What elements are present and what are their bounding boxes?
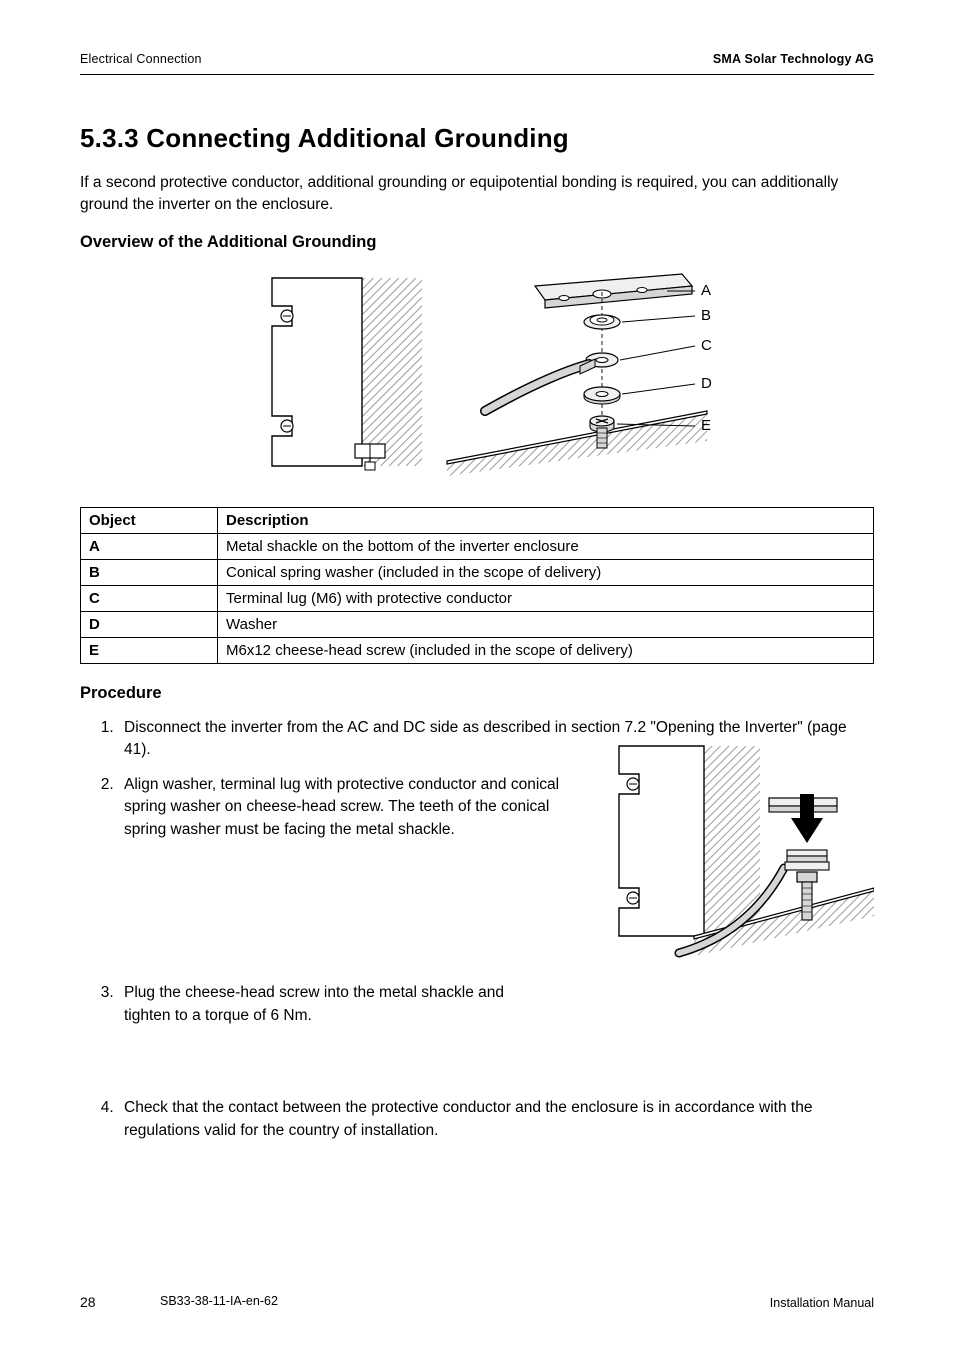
- header-rule: [80, 74, 874, 75]
- table-row: B Conical spring washer (included in the…: [81, 559, 874, 585]
- table-row: D Washer: [81, 611, 874, 637]
- figure-label-d: D: [701, 375, 712, 392]
- table-cell-desc: Terminal lug (M6) with protective conduc…: [218, 585, 874, 611]
- overview-heading: Overview of the Additional Grounding: [80, 233, 874, 252]
- running-header: Electrical Connection SMA Solar Technolo…: [80, 52, 874, 66]
- table-cell-desc: Washer: [218, 611, 874, 637]
- footer-doc-id: SB33-38-11-IA-en-62: [160, 1294, 278, 1308]
- table-cell-key: E: [81, 637, 218, 663]
- table-cell-key: B: [81, 559, 218, 585]
- section-title: 5.3.3 Connecting Additional Grounding: [80, 123, 874, 154]
- table-row: C Terminal lug (M6) with protective cond…: [81, 585, 874, 611]
- procedure-step-3: Plug the cheese-head screw into the meta…: [118, 982, 544, 1027]
- table-header-object: Object: [81, 507, 218, 533]
- table-cell-key: A: [81, 533, 218, 559]
- table-cell-desc: Metal shackle on the bottom of the inver…: [218, 533, 874, 559]
- header-right: SMA Solar Technology AG: [713, 52, 874, 66]
- table-cell-desc: Conical spring washer (included in the s…: [218, 559, 874, 585]
- table-cell-desc: M6x12 cheese-head screw (included in the…: [218, 637, 874, 663]
- table-cell-key: C: [81, 585, 218, 611]
- overview-table: Object Description A Metal shackle on th…: [80, 507, 874, 664]
- procedure-figure-svg: [609, 738, 874, 963]
- table-header-row: Object Description: [81, 507, 874, 533]
- page-number: 28: [80, 1294, 96, 1310]
- running-footer: 28 SB33-38-11-IA-en-62 Installation Manu…: [80, 1294, 874, 1310]
- overview-diagram-svg: A B C D E: [232, 266, 722, 476]
- figure-label-e: E: [701, 417, 711, 434]
- procedure-step-figure: [609, 738, 874, 970]
- table-cell-key: D: [81, 611, 218, 637]
- footer-right: Installation Manual: [770, 1296, 874, 1310]
- page: Electrical Connection SMA Solar Technolo…: [0, 0, 954, 1352]
- section-heading: Connecting Additional Grounding: [146, 123, 569, 153]
- procedure-heading: Procedure: [80, 684, 874, 703]
- procedure-step-2-text: Align washer, terminal lug with protecti…: [124, 774, 591, 841]
- figure-label-c: C: [701, 337, 712, 354]
- table-row: E M6x12 cheese-head screw (included in t…: [81, 637, 874, 663]
- figure-label-a: A: [701, 282, 711, 299]
- procedure-step-4: Check that the contact between the prote…: [118, 1097, 874, 1142]
- procedure-step-2: Align washer, terminal lug with protecti…: [118, 774, 874, 970]
- figure-label-b: B: [701, 307, 711, 324]
- section-number: 5.3.3: [80, 123, 139, 153]
- procedure-list: Disconnect the inverter from the AC and …: [80, 717, 874, 1142]
- overview-figure: A B C D E: [80, 266, 874, 481]
- intro-paragraph: If a second protective conductor, additi…: [80, 172, 874, 217]
- table-row: A Metal shackle on the bottom of the inv…: [81, 533, 874, 559]
- header-left: Electrical Connection: [80, 52, 202, 66]
- table-header-description: Description: [218, 507, 874, 533]
